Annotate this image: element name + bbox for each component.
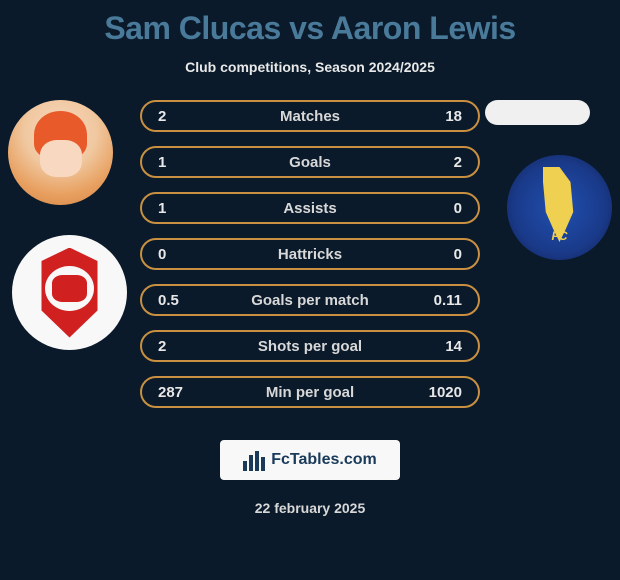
stat-left-value: 2 [158, 338, 203, 355]
stat-left-value: 2 [158, 108, 203, 125]
brand-name: FcTables.com [271, 451, 377, 469]
brand-logo[interactable]: FcTables.com [220, 440, 400, 480]
stat-right-value: 0 [417, 200, 462, 217]
stat-right-value: 14 [417, 338, 462, 355]
stat-label: Hattricks [203, 246, 417, 263]
stat-right-value: 1020 [417, 384, 462, 401]
player-avatar-left [8, 100, 113, 205]
stat-label: Goals per match [203, 292, 417, 309]
bar-chart-icon [243, 449, 265, 471]
stat-row: 1 Assists 0 [140, 192, 480, 224]
footer-date: 22 february 2025 [0, 500, 620, 516]
stat-right-value: 18 [417, 108, 462, 125]
crest-shield-icon [35, 248, 105, 338]
stat-label: Assists [203, 200, 417, 217]
stat-row: 2 Matches 18 [140, 100, 480, 132]
stat-row: 2 Shots per goal 14 [140, 330, 480, 362]
player-avatar-right-placeholder [485, 100, 590, 125]
stat-label: Goals [203, 154, 417, 171]
stat-label: Matches [203, 108, 417, 125]
stat-row: 1 Goals 2 [140, 146, 480, 178]
stat-row: 0.5 Goals per match 0.11 [140, 284, 480, 316]
stat-right-value: 0 [417, 246, 462, 263]
stat-left-value: 1 [158, 200, 203, 217]
page-subtitle: Club competitions, Season 2024/2025 [0, 59, 620, 75]
stat-row: 0 Hattricks 0 [140, 238, 480, 270]
stat-left-value: 287 [158, 384, 203, 401]
stat-row: 287 Min per goal 1020 [140, 376, 480, 408]
stat-left-value: 1 [158, 154, 203, 171]
page-title: Sam Clucas vs Aaron Lewis [0, 0, 620, 47]
stats-table: 2 Matches 18 1 Goals 2 1 Assists 0 0 Hat… [140, 100, 480, 422]
stat-left-value: 0.5 [158, 292, 203, 309]
stat-right-value: 2 [417, 154, 462, 171]
stat-label: Min per goal [203, 384, 417, 401]
club-crest-left [12, 235, 127, 350]
club-crest-right [507, 155, 612, 260]
stat-right-value: 0.11 [417, 292, 462, 309]
stat-left-value: 0 [158, 246, 203, 263]
stat-label: Shots per goal [203, 338, 417, 355]
